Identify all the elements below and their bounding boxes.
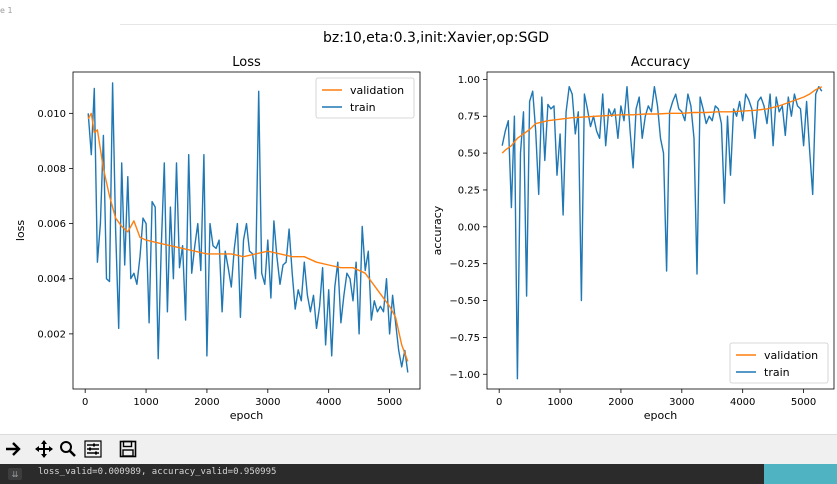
y-tick-label: 0.25 <box>458 185 480 196</box>
save-icon[interactable] <box>117 438 139 460</box>
x-axis-label: epoch <box>644 409 678 422</box>
series-line-validation <box>501 86 823 154</box>
x-tick-label: 3000 <box>255 397 280 408</box>
plot-frame <box>72 71 421 390</box>
plot-toolbar <box>0 434 837 465</box>
x-tick-label: 5000 <box>377 397 402 408</box>
console-accent-bar <box>764 464 837 484</box>
x-tick-label: 3000 <box>669 397 694 408</box>
x-tick-label: 0 <box>82 397 88 408</box>
y-tick-label: 1.00 <box>458 75 480 86</box>
console-gutter-icon[interactable]: ⇊ <box>8 468 22 480</box>
y-tick-label: −0.50 <box>449 296 480 307</box>
chart-legend: validation train <box>729 342 829 384</box>
chart-title: Loss <box>232 55 261 70</box>
pan-icon[interactable] <box>33 438 55 460</box>
figure-suptitle: bz:10,eta:0.3,init:Xavier,op:SGD <box>323 30 549 46</box>
loss-chart: Loss 0 1000 2000 3000 4000 5000 0.002 0.004 0.006… <box>14 55 421 422</box>
legend-entry-train: train <box>764 366 790 379</box>
y-tick-label: 0.010 <box>37 109 66 120</box>
x-tick-label: 5000 <box>791 397 816 408</box>
y-axis-label: loss <box>14 220 27 242</box>
accuracy-chart: Accuracy 0 1000 2000 3000 4000 5000 −1.00 −0.75 −… <box>431 55 835 422</box>
figure-top-rule <box>120 24 837 25</box>
x-tick-label: 1000 <box>133 397 158 408</box>
legend-entry-train: train <box>350 101 376 114</box>
y-axis-label: accuracy <box>431 205 444 255</box>
y-tick-label: −0.75 <box>449 333 480 344</box>
x-tick-label: 2000 <box>194 397 219 408</box>
y-tick-label: 0.002 <box>37 329 66 340</box>
y-tick-label: −0.25 <box>449 259 480 270</box>
y-tick-label: −1.00 <box>449 370 480 381</box>
figure-canvas: bz:10,eta:0.3,init:Xavier,op:SGD Loss 0 10… <box>14 30 835 422</box>
y-tick-label: 0.004 <box>37 274 66 285</box>
y-tick-label: 0.008 <box>37 164 66 175</box>
x-tick-label: 4000 <box>316 397 341 408</box>
console-output: ⇊ loss_valid=0.000989, accuracy_valid=0.… <box>0 464 837 484</box>
chart-legend: validation train <box>315 77 415 119</box>
y-tick-label: 0.006 <box>37 219 66 230</box>
y-tick-label: 0.50 <box>458 149 480 160</box>
x-tick-label: 0 <box>496 397 502 408</box>
legend-entry-validation: validation <box>350 84 404 97</box>
x-tick-label: 1000 <box>547 397 572 408</box>
window-corner-label: e 1 <box>0 6 13 15</box>
x-tick-label: 4000 <box>730 397 755 408</box>
x-tick-label: 2000 <box>608 397 633 408</box>
chart-title: Accuracy <box>631 55 691 70</box>
console-log-line: loss_valid=0.000989, accuracy_valid=0.95… <box>38 467 277 477</box>
legend-box <box>729 342 829 384</box>
series-line-train <box>501 86 823 380</box>
legend-box <box>315 77 415 119</box>
configure-icon[interactable] <box>82 438 104 460</box>
plot-frame <box>486 71 835 390</box>
x-axis-label: epoch <box>230 409 264 422</box>
zoom-icon[interactable] <box>57 438 79 460</box>
y-tick-label: 0.75 <box>458 112 480 123</box>
series-line-validation <box>87 112 409 362</box>
y-tick-label: 0.00 <box>458 222 480 233</box>
forward-icon[interactable] <box>2 438 24 460</box>
legend-entry-validation: validation <box>764 349 818 362</box>
